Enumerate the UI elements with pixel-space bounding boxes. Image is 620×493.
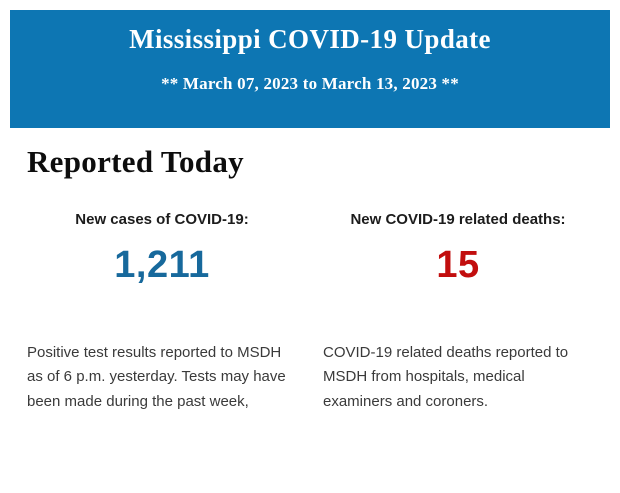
- msdh-covid-update-page: Mississippi COVID-19 Update ** March 07,…: [0, 10, 620, 493]
- stat-new-deaths: New COVID-19 related deaths: 15: [323, 211, 593, 284]
- stats-row: New cases of COVID-19: 1,211 New COVID-1…: [27, 211, 593, 284]
- content-area: Reported Today New cases of COVID-19: 1,…: [0, 144, 620, 414]
- new-deaths-label: New COVID-19 related deaths:: [350, 211, 566, 229]
- new-cases-value: 1,211: [114, 244, 210, 287]
- cases-description: Positive test results reported to MSDH a…: [27, 344, 286, 410]
- date-range: ** March 07, 2023 to March 13, 2023 **: [161, 74, 459, 94]
- new-deaths-value: 15: [436, 244, 480, 287]
- section-heading: Reported Today: [27, 144, 244, 179]
- stat-new-cases: New cases of COVID-19: 1,211: [27, 211, 297, 284]
- deaths-description: COVID-19 related deaths reported to MSDH…: [323, 344, 569, 410]
- descriptions-row: Positive test results reported to MSDH a…: [27, 341, 593, 414]
- new-cases-label: New cases of COVID-19:: [75, 211, 249, 229]
- header-banner: Mississippi COVID-19 Update ** March 07,…: [10, 10, 610, 128]
- page-title: Mississippi COVID-19 Update: [129, 24, 491, 54]
